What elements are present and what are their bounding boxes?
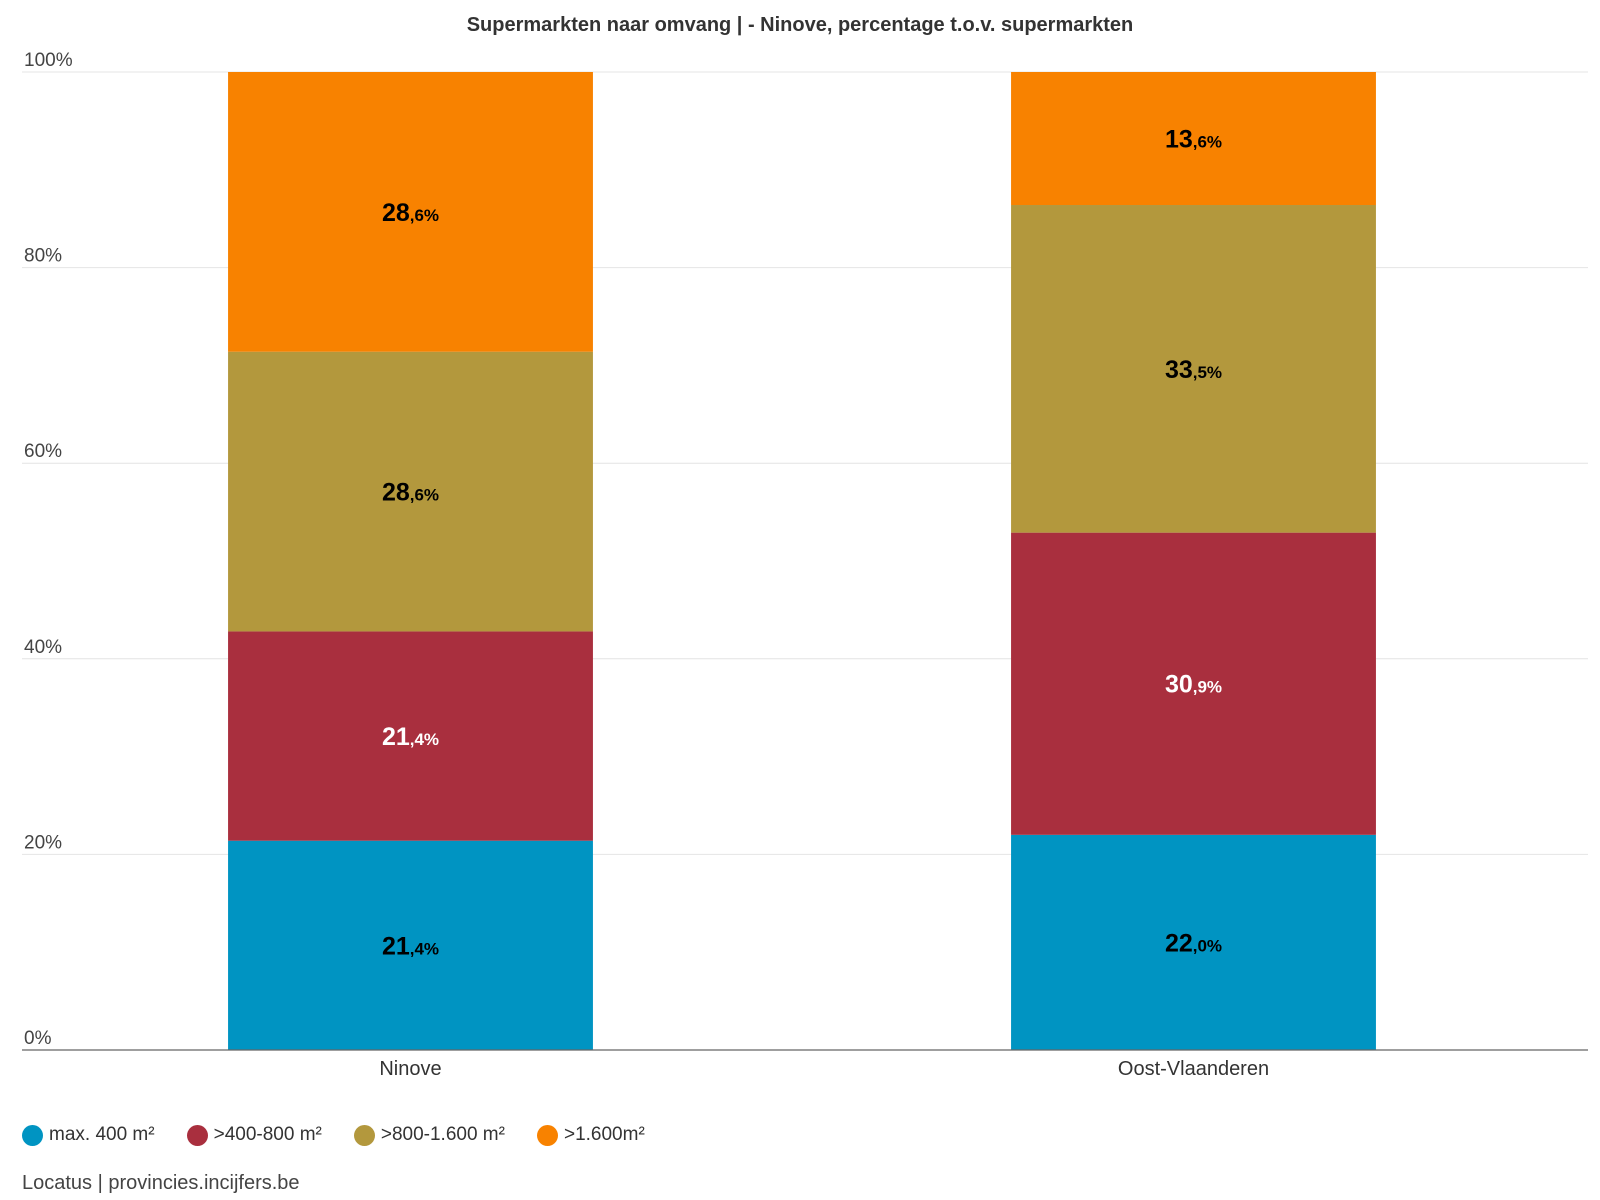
- y-tick-label: 40%: [24, 637, 62, 658]
- data-label: 28,6%: [382, 199, 439, 227]
- data-label: 22,0%: [1165, 929, 1222, 957]
- bar-segment: [228, 351, 593, 632]
- data-label: 21,4%: [382, 723, 439, 751]
- y-tick-label: 20%: [24, 832, 62, 853]
- legend-swatch: [22, 1124, 43, 1146]
- legend-item[interactable]: >800-1.600 m²: [353, 1124, 505, 1146]
- bar-segment: [1011, 834, 1376, 1050]
- y-tick-label: 80%: [24, 246, 62, 267]
- data-label: 13,6%: [1165, 126, 1222, 154]
- legend-label: >800-1.600 m²: [380, 1124, 505, 1145]
- data-label: 30,9%: [1165, 671, 1222, 699]
- y-tick-label: 60%: [24, 441, 62, 462]
- bar-segment: [1011, 205, 1376, 533]
- bar-segment: [228, 840, 593, 1050]
- legend-item[interactable]: >400-800 m²: [186, 1124, 322, 1146]
- legend-label: >400-800 m²: [213, 1124, 322, 1145]
- legend-item[interactable]: max. 400 m²: [22, 1124, 155, 1146]
- chart-title: Supermarkten naar omvang | - Ninove, per…: [466, 14, 1134, 36]
- legend-swatch: [353, 1124, 375, 1146]
- y-tick-label: 0%: [24, 1028, 52, 1049]
- x-category-label: Oost-Vlaanderen: [1118, 1058, 1269, 1080]
- data-label: 33,5%: [1165, 356, 1222, 384]
- bar-segment: [228, 72, 593, 352]
- bar-segment: [228, 631, 593, 841]
- legend-item[interactable]: >1.600m²: [536, 1124, 645, 1146]
- legend-swatch: [536, 1124, 558, 1146]
- legend-swatch: [186, 1124, 208, 1146]
- source-note: Locatus | provincies.incijfers.be: [22, 1172, 300, 1194]
- data-label: 21,4%: [382, 932, 439, 960]
- legend-label: >1.600m²: [563, 1124, 645, 1145]
- data-label: 28,6%: [382, 479, 439, 507]
- x-category-label: Ninove: [379, 1058, 441, 1080]
- bar-segment: [1011, 72, 1376, 206]
- legend-label: max. 400 m²: [49, 1124, 155, 1145]
- legend: max. 400 m² >400-800 m² >800-1.600 m² >1…: [22, 1124, 677, 1146]
- bar-segment: [1011, 532, 1376, 835]
- y-tick-label: 100%: [24, 50, 73, 71]
